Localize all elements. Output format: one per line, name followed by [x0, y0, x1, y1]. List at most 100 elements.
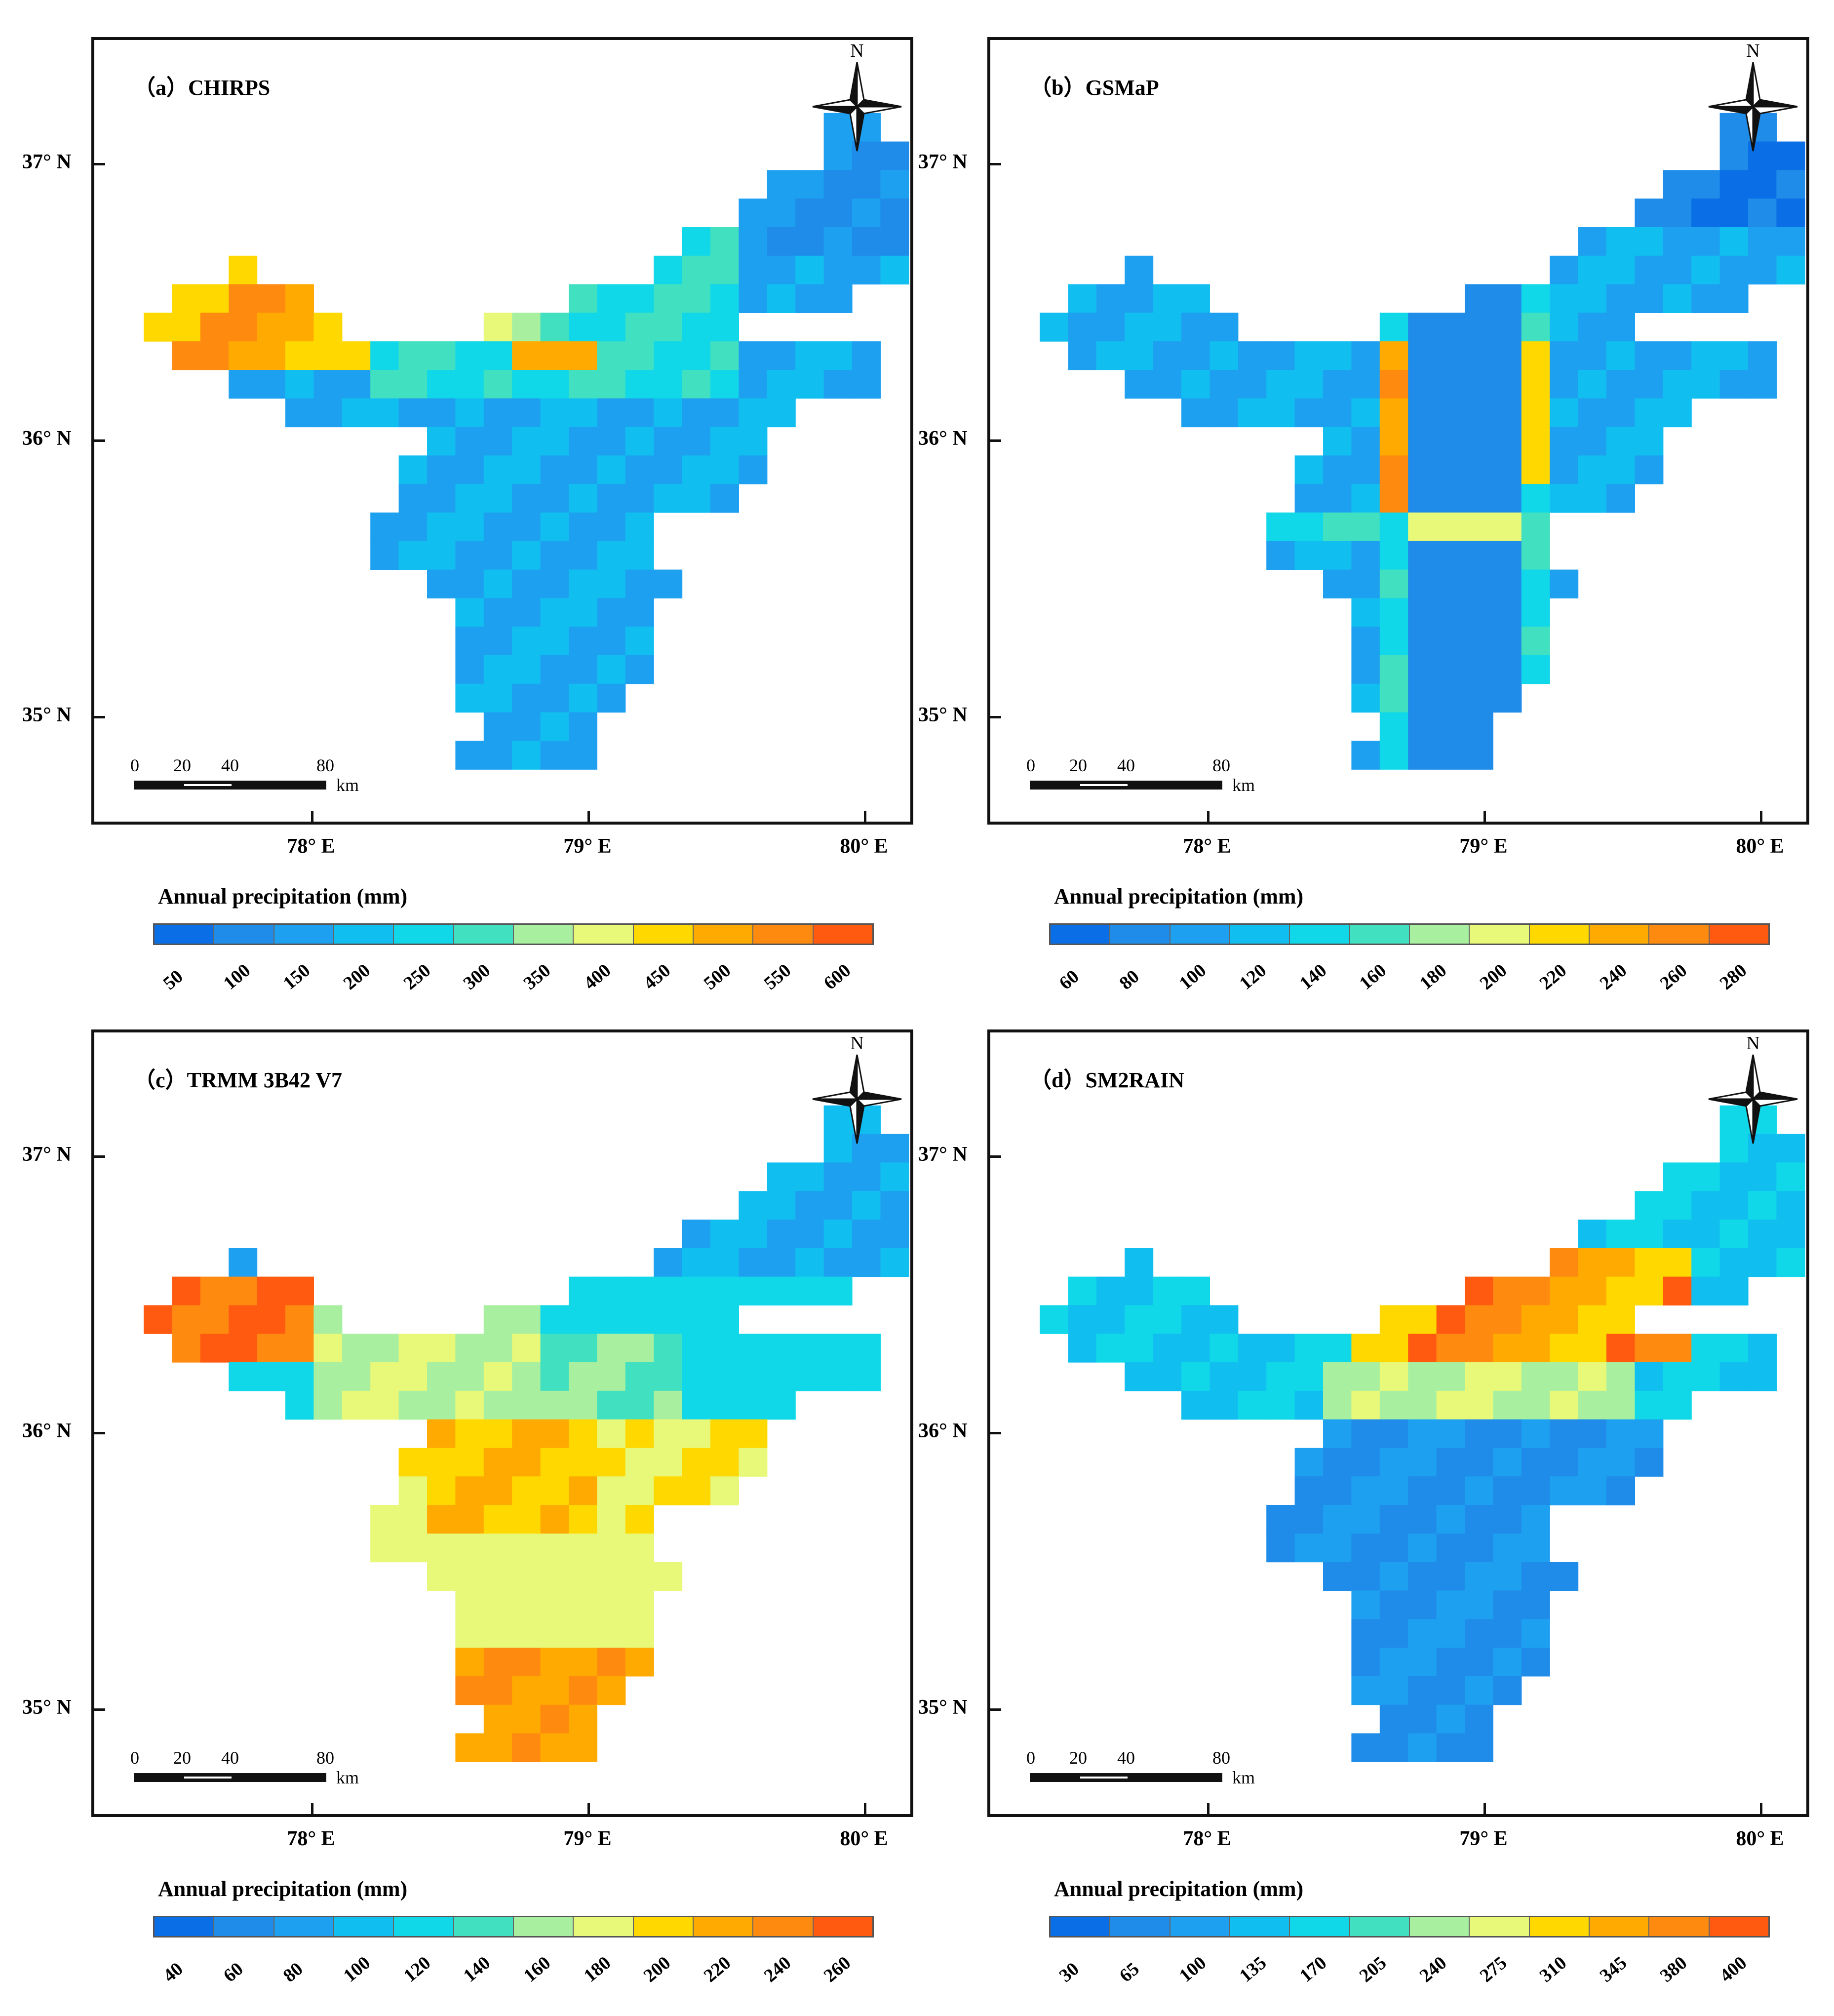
color-bar-swatch — [1470, 1917, 1530, 1936]
raster-cell — [540, 341, 569, 370]
raster-cell — [625, 1362, 654, 1391]
color-bar-swatch — [753, 925, 814, 944]
raster-cell — [427, 1362, 456, 1391]
raster-cell — [1691, 1276, 1720, 1305]
raster-cell — [597, 1419, 626, 1448]
raster-cell — [1266, 1390, 1295, 1420]
raster-cell — [597, 398, 626, 428]
raster-cell — [512, 1390, 541, 1420]
raster-cell — [1719, 370, 1749, 399]
raster-cell — [1578, 1334, 1607, 1363]
raster-cell — [597, 1362, 626, 1391]
raster-cell — [540, 1533, 569, 1563]
color-bar-swatch — [574, 925, 634, 944]
raster-cell — [1266, 1362, 1295, 1391]
raster-cell — [1719, 1105, 1749, 1135]
raster-cell — [682, 1305, 711, 1334]
color-bar-label: 100 — [1175, 960, 1210, 994]
raster-cell — [1408, 1704, 1437, 1734]
scale-number: 80 — [1212, 1748, 1230, 1768]
raster-cell — [1635, 198, 1664, 228]
color-bar-label: 200 — [1476, 960, 1511, 994]
color-bar-label: 170 — [1295, 1952, 1330, 1986]
raster-cell — [1068, 1334, 1097, 1363]
color-bar-label: 140 — [1295, 960, 1330, 994]
raster-cell — [342, 1390, 371, 1420]
raster-cell — [1550, 1305, 1579, 1334]
raster-cell — [597, 513, 626, 542]
raster-cell — [597, 1676, 626, 1705]
raster-cell — [1493, 569, 1522, 598]
raster-cell — [654, 1305, 683, 1334]
raster-cell — [569, 655, 597, 684]
raster-cell — [1521, 569, 1550, 598]
raster-cell — [1323, 1448, 1352, 1477]
raster-cell — [285, 313, 314, 342]
raster-cell — [880, 1191, 909, 1220]
raster-cell — [1351, 569, 1380, 598]
raster-cell — [1181, 1305, 1210, 1334]
raster-cell — [597, 341, 626, 370]
raster-cell — [654, 569, 683, 598]
raster-cell — [1606, 1334, 1635, 1363]
raster-cell — [455, 1590, 484, 1620]
raster-cell — [569, 1533, 597, 1563]
longitude-tick — [1483, 811, 1486, 822]
raster-cell — [710, 1305, 739, 1334]
raster-cell — [1606, 1419, 1635, 1448]
scale-number: 80 — [1212, 755, 1230, 775]
color-bar-label: 80 — [1115, 966, 1143, 994]
raster-cell — [1521, 1533, 1550, 1563]
raster-cell — [682, 255, 711, 285]
raster-cell — [1379, 541, 1408, 570]
raster-cell — [1266, 370, 1295, 399]
raster-cell — [1606, 427, 1635, 456]
raster-cell — [1153, 284, 1182, 313]
raster-cell — [1436, 1533, 1465, 1563]
raster-cell — [1776, 1220, 1805, 1249]
scale-bar — [1030, 781, 1222, 790]
raster-cell — [1379, 398, 1408, 428]
raster-cell — [455, 398, 484, 428]
raster-cell — [483, 1334, 512, 1363]
raster-cell — [1493, 1448, 1522, 1477]
raster-cell — [427, 1533, 456, 1563]
raster-cell — [1379, 370, 1408, 399]
raster-cell — [1663, 370, 1692, 399]
scale-number: 20 — [1069, 1748, 1087, 1768]
color-bar-label: 100 — [339, 1952, 375, 1986]
latitude-label: 37° N — [22, 151, 72, 173]
raster-cell — [455, 627, 484, 656]
raster-cell — [1635, 1419, 1664, 1448]
raster-cell — [739, 1362, 768, 1391]
raster-cell — [1465, 1448, 1493, 1477]
raster-cell — [1408, 712, 1437, 741]
raster-cell — [1323, 1476, 1352, 1505]
raster-cell — [1663, 1334, 1692, 1363]
raster-cell — [569, 712, 597, 741]
longitude-tick — [1483, 1803, 1486, 1814]
raster-cell — [1550, 370, 1579, 399]
raster-cell — [1719, 113, 1749, 142]
raster-cell — [1635, 1276, 1664, 1305]
raster-cell — [569, 427, 597, 456]
color-bar-label: 500 — [700, 960, 735, 994]
raster-cell — [1323, 1334, 1352, 1363]
raster-cell — [1238, 398, 1267, 428]
raster-cell — [1578, 427, 1607, 456]
raster-cell — [1493, 1390, 1522, 1420]
latitude-tick — [990, 1432, 1001, 1434]
raster-cell — [172, 1305, 201, 1334]
raster-cell — [1663, 170, 1692, 199]
raster-cell — [313, 341, 343, 370]
raster-cell — [625, 1276, 654, 1305]
raster-cell — [1436, 1648, 1465, 1677]
raster-cell — [1323, 341, 1352, 370]
raster-cell — [483, 370, 512, 399]
raster-cell — [569, 1476, 597, 1505]
raster-cell — [398, 341, 428, 370]
raster-cell — [569, 513, 597, 542]
raster-cell — [569, 341, 597, 370]
raster-cell — [1351, 541, 1380, 570]
raster-cell — [739, 1334, 768, 1363]
